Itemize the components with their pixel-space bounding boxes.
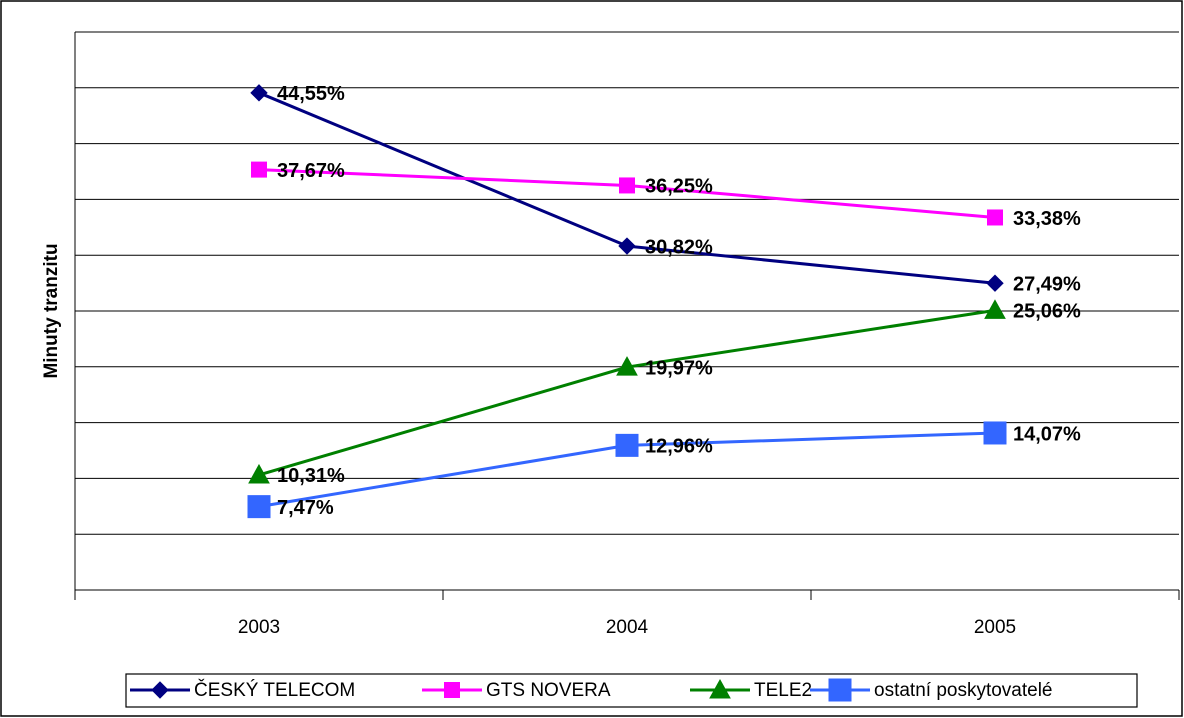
data-point bbox=[616, 356, 638, 376]
data-point bbox=[618, 237, 636, 255]
data-label: 7,47% bbox=[277, 497, 334, 519]
data-label: 30,82% bbox=[645, 236, 713, 258]
data-point bbox=[984, 299, 1006, 319]
data-label: 36,25% bbox=[645, 176, 713, 198]
data-label: 10,31% bbox=[277, 465, 345, 487]
data-label: 44,55% bbox=[277, 83, 345, 105]
x-tick-label: 2005 bbox=[974, 617, 1016, 638]
legend-label: GTS NOVERA bbox=[486, 680, 611, 701]
data-point bbox=[251, 161, 267, 178]
x-tick-label: 2004 bbox=[606, 617, 649, 638]
data-point bbox=[248, 463, 270, 484]
legend-marker bbox=[444, 682, 460, 698]
legend-marker bbox=[151, 681, 169, 699]
legend-label: TELE2 bbox=[754, 680, 812, 701]
legend-marker bbox=[709, 678, 731, 699]
data-point bbox=[250, 84, 268, 102]
data-point bbox=[983, 421, 1007, 445]
legend bbox=[125, 673, 1138, 708]
data-point bbox=[615, 433, 639, 457]
legend-label: ostatní poskytovatelé bbox=[874, 680, 1053, 701]
data-point bbox=[986, 274, 1004, 292]
y-axis-label: Minuty tranzitu bbox=[41, 243, 62, 378]
legend-marker bbox=[828, 678, 852, 702]
data-label: 37,67% bbox=[277, 160, 345, 182]
data-label: 19,97% bbox=[645, 357, 713, 379]
data-label: 14,07% bbox=[1013, 423, 1081, 445]
x-tick-label: 2003 bbox=[238, 617, 280, 638]
data-label: 25,06% bbox=[1013, 301, 1081, 323]
data-label: 27,49% bbox=[1013, 273, 1081, 295]
legend-label: ČESKÝ TELECOM bbox=[194, 679, 355, 701]
data-point bbox=[987, 209, 1003, 226]
data-label: 33,38% bbox=[1013, 208, 1081, 230]
data-point bbox=[247, 495, 271, 519]
data-label: 12,96% bbox=[645, 436, 713, 458]
data-point bbox=[619, 177, 635, 194]
